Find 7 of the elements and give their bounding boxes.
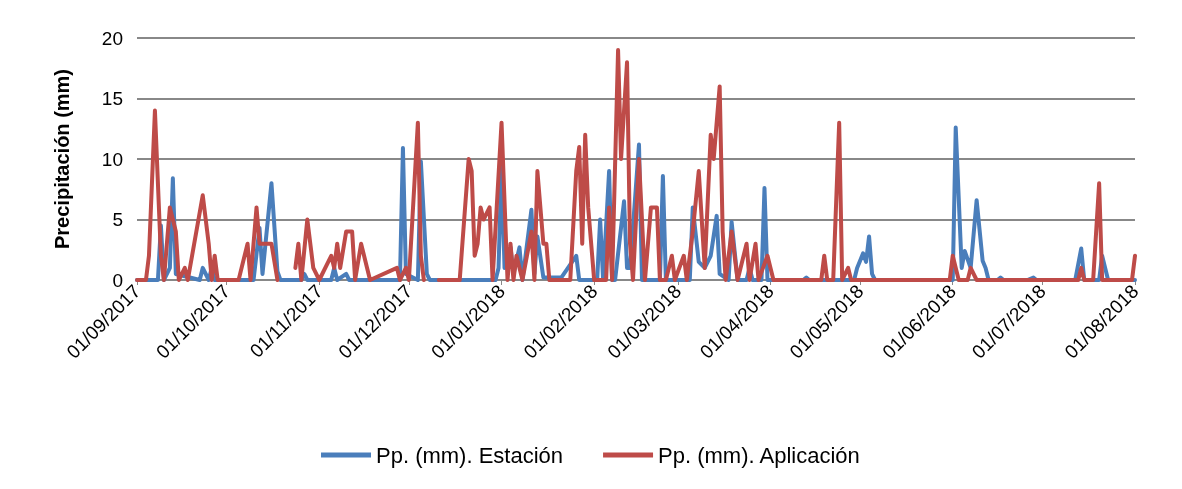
- y-tick-label: 5: [112, 209, 123, 230]
- y-tick-label: 10: [101, 148, 123, 170]
- y-tick-label: 15: [101, 88, 123, 109]
- legend-label: Pp. (mm). Estación: [376, 442, 564, 468]
- legend-label: Pp. (mm). Aplicación: [658, 442, 860, 468]
- y-tick-label: 20: [101, 27, 123, 49]
- y-axis-title: Precipitación (mm): [51, 68, 73, 250]
